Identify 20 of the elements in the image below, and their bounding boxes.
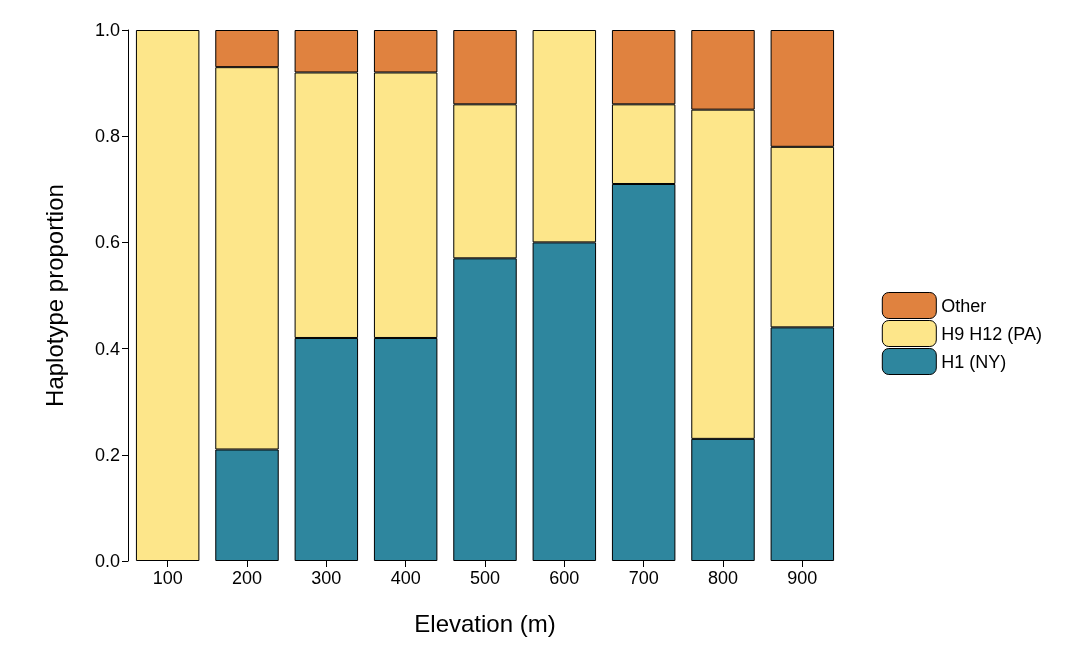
x-tick-label: 400 xyxy=(390,568,421,588)
x-tick-label: 500 xyxy=(469,568,501,588)
y-tick-label: 0.8 xyxy=(94,126,120,147)
y-tick-label: 0.6 xyxy=(94,232,120,253)
legend-label: Other xyxy=(941,295,987,316)
y-tick-label: 0.0 xyxy=(94,551,120,571)
x-tick-label: 600 xyxy=(549,568,580,588)
y-tick-label: 0.4 xyxy=(94,338,120,359)
x-tick-label: 700 xyxy=(628,568,659,588)
x-tick-label: 800 xyxy=(707,568,739,588)
x-tick-label: 200 xyxy=(231,568,263,588)
y-tick-label: 1.0 xyxy=(94,20,120,40)
y-tick-label: 0.2 xyxy=(94,444,120,465)
x-tick-label: 300 xyxy=(311,568,342,588)
x-tick-label: 900 xyxy=(787,568,818,588)
x-tick-label: 100 xyxy=(152,568,183,588)
legend-label: H1 (NY) xyxy=(941,351,1007,372)
legend-label: H9 H12 (PA) xyxy=(941,323,1043,344)
x-axis-title: Elevation (m) xyxy=(414,609,556,637)
y-axis-title: Haplotype proportion xyxy=(40,184,68,407)
